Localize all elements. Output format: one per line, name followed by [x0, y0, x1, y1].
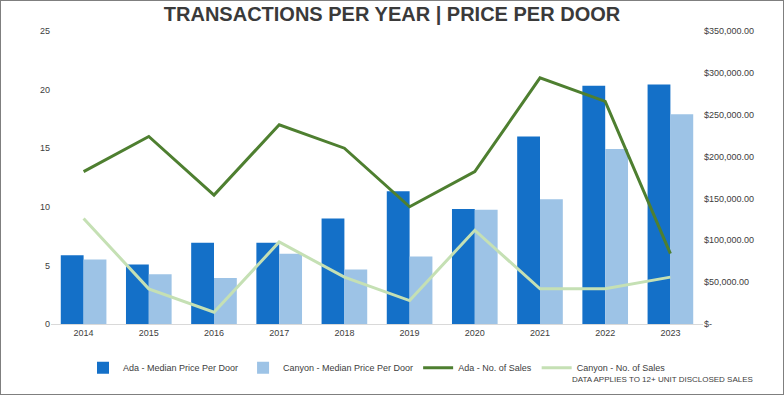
svg-text:2015: 2015 — [139, 328, 159, 338]
svg-text:$-: $- — [704, 319, 712, 329]
svg-text:Canyon - No. of Sales: Canyon - No. of Sales — [577, 363, 666, 373]
svg-text:10: 10 — [40, 202, 50, 212]
svg-text:2018: 2018 — [334, 328, 354, 338]
svg-text:2014: 2014 — [74, 328, 94, 338]
svg-text:TRANSACTIONS PER YEAR | PRICE: TRANSACTIONS PER YEAR | PRICE PER DOOR — [164, 3, 621, 25]
svg-text:DATA APPLIES TO 12+ UNIT DISCL: DATA APPLIES TO 12+ UNIT DISCLOSED SALES — [572, 375, 753, 384]
svg-text:$100,000.00: $100,000.00 — [704, 235, 754, 245]
svg-text:$250,000.00: $250,000.00 — [704, 110, 754, 120]
svg-text:Canyon - Median Price Per Door: Canyon - Median Price Per Door — [283, 363, 413, 373]
svg-text:Ada - Median Price Per Door: Ada - Median Price Per Door — [123, 363, 238, 373]
svg-text:$350,000.00: $350,000.00 — [704, 26, 754, 36]
svg-text:20: 20 — [40, 85, 50, 95]
svg-text:0: 0 — [45, 319, 50, 329]
svg-text:2019: 2019 — [400, 328, 420, 338]
svg-text:2020: 2020 — [465, 328, 485, 338]
svg-text:$150,000.00: $150,000.00 — [704, 194, 754, 204]
svg-text:15: 15 — [40, 143, 50, 153]
svg-text:2021: 2021 — [530, 328, 550, 338]
svg-text:Ada - No. of Sales: Ada - No. of Sales — [458, 363, 532, 373]
svg-text:2023: 2023 — [660, 328, 680, 338]
svg-text:$300,000.00: $300,000.00 — [704, 68, 754, 78]
svg-text:2022: 2022 — [595, 328, 615, 338]
svg-text:$200,000.00: $200,000.00 — [704, 152, 754, 162]
svg-text:$50,000.00: $50,000.00 — [704, 277, 749, 287]
svg-text:2017: 2017 — [269, 328, 289, 338]
svg-text:5: 5 — [45, 261, 50, 271]
svg-text:2016: 2016 — [204, 328, 224, 338]
svg-text:25: 25 — [40, 26, 50, 36]
